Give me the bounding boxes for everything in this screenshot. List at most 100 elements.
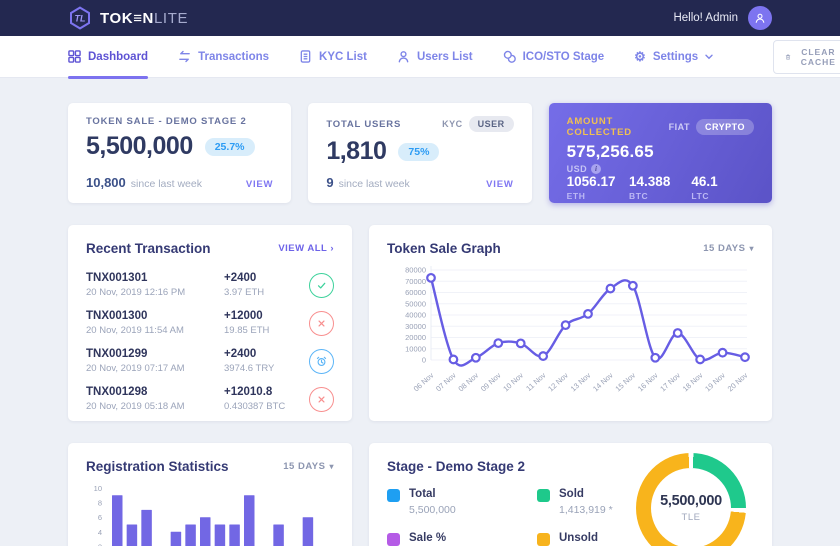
donut-center-value: 5,500,000	[660, 493, 722, 509]
tab-dashboard[interactable]: Dashboard	[68, 36, 149, 79]
card-title: TOTAL USERS	[326, 118, 402, 130]
total-users-delta: 9	[326, 175, 334, 190]
grid-icon	[68, 50, 81, 63]
donut-center-label: TLE	[681, 512, 701, 523]
middle-row: Recent Transaction VIEW ALL › TNX001301 2…	[68, 225, 772, 421]
token-sale-card: TOKEN SALE - DEMO STAGE 2 5,500,000 25.7…	[68, 103, 292, 203]
status-confirmed-icon	[309, 272, 334, 298]
svg-text:09 Nov: 09 Nov	[479, 371, 503, 394]
svg-text:30000: 30000	[405, 322, 426, 331]
sale-pct-swatch	[387, 533, 400, 546]
svg-text:70000: 70000	[405, 277, 426, 286]
status-canceled-icon	[309, 310, 334, 336]
token-sale-badge: 25.7%	[204, 137, 255, 156]
svg-text:6: 6	[98, 513, 102, 522]
trash-icon	[785, 54, 791, 60]
stage-panel: Stage - Demo Stage 2 Total 5,500,000 Sold…	[369, 443, 772, 546]
view-all-link[interactable]: VIEW ALL ›	[278, 243, 334, 254]
total-swatch	[387, 489, 400, 502]
tab-users-list[interactable]: Users List	[397, 36, 473, 78]
svg-text:50000: 50000	[405, 299, 426, 308]
coin-ltc: 46.1 LTC	[691, 174, 718, 201]
svg-text:20000: 20000	[405, 333, 426, 342]
svg-text:80000: 80000	[405, 266, 426, 275]
panel-title: Token Sale Graph	[387, 241, 501, 256]
tab-ico-sto-stage[interactable]: ICO/STO Stage	[503, 36, 604, 78]
amount-collected-card: AMOUNT COLLECTED FIAT CRYPTO 575,256.65 …	[548, 103, 772, 203]
person-icon	[755, 13, 765, 23]
card-title: TOKEN SALE - DEMO STAGE 2	[86, 116, 247, 127]
svg-text:07 Nov: 07 Nov	[434, 371, 458, 394]
range-dropdown[interactable]: 15 DAYS ▾	[703, 243, 754, 254]
info-icon[interactable]: i	[591, 164, 602, 174]
status-pending-icon	[309, 348, 334, 374]
legend-total: Total 5,500,000	[387, 488, 537, 516]
token-sale-delta: 10,800	[86, 175, 126, 190]
total-users-card: TOTAL USERS KYC USER 1,810 75% 9 since l…	[308, 103, 532, 203]
svg-text:12 Nov: 12 Nov	[546, 371, 570, 394]
amount-value: 575,256.65	[566, 142, 654, 161]
unsold-swatch	[537, 533, 550, 546]
kyc-user-toggle: KYC USER	[442, 116, 514, 132]
brand-name: TOK≡NLITE	[100, 9, 189, 27]
total-users-badge: 75%	[398, 142, 440, 161]
svg-text:19 Nov: 19 Nov	[703, 371, 727, 394]
svg-text:10000: 10000	[405, 344, 426, 353]
panel-title: Stage - Demo Stage 2	[387, 459, 526, 474]
stage-icon	[503, 50, 516, 63]
token-sale-value: 5,500,000	[86, 132, 193, 160]
svg-text:14 Nov: 14 Nov	[591, 371, 615, 394]
coin-eth: 1056.17 ETH	[566, 174, 616, 201]
svg-text:06 Nov: 06 Nov	[412, 371, 436, 394]
panel-title: Recent Transaction	[86, 241, 211, 256]
sold-swatch	[537, 489, 550, 502]
transaction-row[interactable]: TNX001299 20 Nov, 2019 07:17 AM +2400 3974…	[86, 342, 334, 380]
svg-text:TL: TL	[75, 14, 86, 24]
tab-transactions[interactable]: Transactions	[178, 36, 269, 78]
range-dropdown[interactable]: 15 DAYS ▾	[283, 461, 334, 472]
transaction-row[interactable]: TNX001298 20 Nov, 2019 05:18 AM +12010.8 0…	[86, 380, 334, 418]
toggle-kyc[interactable]: KYC	[442, 119, 463, 129]
svg-text:08 Nov: 08 Nov	[457, 371, 481, 394]
token-sale-view-link[interactable]: VIEW	[245, 179, 274, 190]
toggle-fiat[interactable]: FIAT	[668, 122, 690, 132]
svg-text:10 Nov: 10 Nov	[501, 371, 525, 394]
panel-title: Registration Statistics	[86, 459, 229, 474]
transaction-row[interactable]: TNX001301 20 Nov, 2019 12:16 PM +2400 3.97…	[86, 266, 334, 304]
transaction-list: TNX001301 20 Nov, 2019 12:16 PM +2400 3.97…	[86, 266, 334, 418]
svg-text:4: 4	[98, 528, 102, 537]
transaction-row[interactable]: TNX001300 20 Nov, 2019 11:54 AM +12000 19.…	[86, 304, 334, 342]
total-users-view-link[interactable]: VIEW	[486, 179, 514, 190]
transfer-icon	[179, 50, 190, 63]
brand-logo[interactable]: TL TOK≡NLITE	[68, 6, 188, 30]
tab-kyc-list[interactable]: KYC List	[299, 36, 367, 78]
toggle-user[interactable]: USER	[468, 116, 514, 132]
top-bar: TL TOK≡NLITE Hello! Admin	[0, 0, 840, 36]
svg-text:13 Nov: 13 Nov	[569, 371, 593, 394]
svg-text:8: 8	[98, 499, 102, 508]
toggle-crypto[interactable]: CRYPTO	[695, 119, 754, 135]
svg-text:10: 10	[94, 484, 102, 493]
greeting-text: Hello! Admin	[673, 12, 738, 24]
tab-settings[interactable]: ⚙ Settings	[634, 36, 713, 78]
svg-text:11 Nov: 11 Nov	[524, 371, 547, 393]
kyc-list-icon	[300, 50, 311, 63]
clear-cache-button[interactable]: CLEAR CACHE	[773, 39, 840, 74]
card-title: AMOUNT COLLECTED	[566, 116, 632, 138]
svg-text:40000: 40000	[405, 311, 426, 320]
total-users-value: 1,810	[326, 137, 387, 165]
svg-text:15 Nov: 15 Nov	[614, 371, 638, 394]
token-sale-line-chart: 80000 70000 60000 50000 40000 30000 20000 10000…	[405, 266, 750, 394]
bottom-row: Registration Statistics 15 DAYS▾ 108642 …	[68, 443, 772, 546]
user-avatar[interactable]	[748, 6, 772, 30]
svg-text:0: 0	[422, 356, 426, 365]
gear-icon: ⚙	[634, 49, 646, 64]
users-icon	[398, 51, 409, 63]
registration-bar-chart: 10 8 6 4 2	[94, 484, 314, 546]
svg-text:2: 2	[98, 542, 102, 546]
coin-btc: 14.388 BTC	[629, 174, 671, 201]
chevron-down-icon	[705, 54, 713, 59]
svg-text:18 Nov: 18 Nov	[681, 371, 705, 394]
status-canceled-icon	[309, 386, 334, 412]
